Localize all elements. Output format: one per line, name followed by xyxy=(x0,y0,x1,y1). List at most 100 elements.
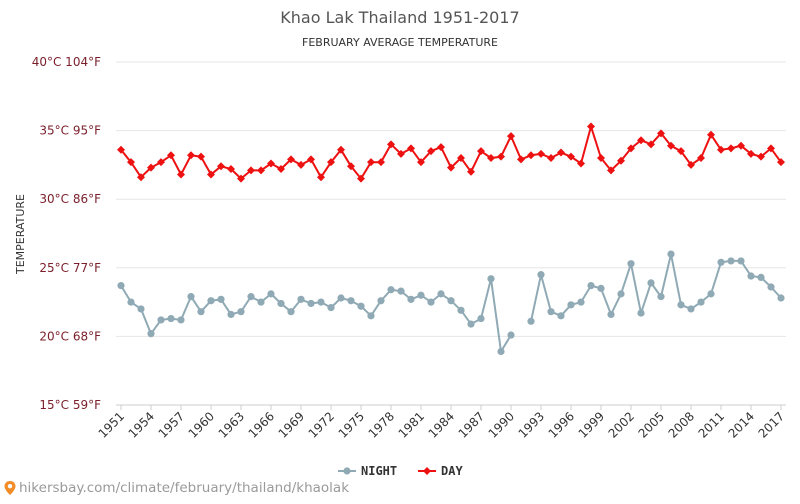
chart-subtitle: FEBRUARY AVERAGE TEMPERATURE xyxy=(302,36,498,49)
chart-title: Khao Lak Thailand 1951-2017 xyxy=(280,8,519,27)
data-point-night xyxy=(557,312,565,320)
data-point-day xyxy=(377,158,385,167)
y-tick-label: 25°C 77°F xyxy=(39,261,101,275)
data-point-night xyxy=(597,284,605,292)
data-point-night xyxy=(477,314,485,323)
data-point-day xyxy=(687,160,695,169)
data-point-night xyxy=(147,330,155,338)
data-point-day xyxy=(217,162,225,171)
data-point-day xyxy=(357,174,365,183)
data-point-day xyxy=(247,166,255,175)
data-point-day xyxy=(567,152,575,161)
data-point-day xyxy=(517,155,525,164)
data-point-day xyxy=(137,173,145,182)
legend-item-night[interactable]: NIGHT xyxy=(338,464,397,478)
x-tick-label: 2005 xyxy=(636,409,667,440)
data-point-night xyxy=(747,272,755,280)
data-point-day xyxy=(237,174,245,183)
data-point-day xyxy=(777,158,785,167)
data-point-night xyxy=(247,293,255,301)
data-point-night xyxy=(357,302,365,310)
data-point-day xyxy=(297,160,305,169)
data-point-night xyxy=(547,308,555,316)
y-tick-label: 20°C 68°F xyxy=(39,329,101,343)
data-point-night xyxy=(277,299,285,308)
legend-marker-night xyxy=(343,467,351,475)
x-tick-label: 2002 xyxy=(606,409,637,440)
x-tick-label: 1963 xyxy=(216,409,247,440)
x-tick-label: 1972 xyxy=(306,409,337,440)
data-point-night xyxy=(757,273,765,282)
data-point-day xyxy=(587,122,595,131)
data-point-night xyxy=(497,347,505,356)
data-point-night xyxy=(447,297,455,305)
data-point-day xyxy=(177,170,185,179)
x-tick-label: 1981 xyxy=(396,409,427,440)
data-point-day xyxy=(767,144,775,153)
data-point-night xyxy=(317,298,325,306)
y-axis-ticks: 15°C 59°F 20°C 68°F 25°C 77°F 30°C 86°F 35°C… xyxy=(32,55,101,412)
source-text[interactable]: hikersbay.com/climate/february/thailand/… xyxy=(19,480,350,496)
x-tick-label: 1966 xyxy=(246,409,277,440)
data-point-day xyxy=(277,165,285,174)
data-point-day xyxy=(387,140,395,149)
data-point-day xyxy=(507,132,515,141)
data-point-day xyxy=(437,143,445,152)
data-point-night xyxy=(577,298,585,306)
legend-label-night: NIGHT xyxy=(361,464,397,478)
data-point-night xyxy=(527,317,535,325)
y-tick-label: 35°C 95°F xyxy=(39,124,101,138)
x-tick-label: 1975 xyxy=(336,409,367,440)
data-point-night xyxy=(137,305,145,313)
data-point-night xyxy=(437,290,445,298)
data-point-day xyxy=(757,152,765,161)
legend-label-day: DAY xyxy=(441,464,463,478)
data-point-day xyxy=(717,145,725,154)
x-tick-label: 1969 xyxy=(276,409,307,440)
data-point-day xyxy=(417,158,425,167)
data-point-night xyxy=(237,308,245,316)
data-point-day xyxy=(347,162,355,171)
data-point-night xyxy=(677,301,685,309)
data-point-day xyxy=(537,149,545,158)
data-point-night xyxy=(647,279,655,287)
x-tick-label: 1957 xyxy=(156,409,187,440)
series-line-night xyxy=(120,277,512,353)
data-point-day xyxy=(617,156,625,165)
data-point-night xyxy=(217,295,225,303)
data-point-day xyxy=(427,147,435,156)
data-point-night xyxy=(127,298,135,306)
data-point-day xyxy=(607,166,615,175)
data-point-night xyxy=(187,293,195,301)
data-point-day xyxy=(207,170,215,179)
legend-item-day[interactable]: DAY xyxy=(418,464,463,478)
data-point-night xyxy=(177,316,185,324)
source-link[interactable]: hikersbay.com/climate/february/thailand/… xyxy=(4,480,349,496)
data-point-day xyxy=(657,129,665,138)
x-tick-label: 1987 xyxy=(456,409,487,440)
data-point-night xyxy=(687,305,695,313)
data-point-day xyxy=(407,144,415,153)
data-point-night xyxy=(727,257,735,265)
data-point-day xyxy=(147,163,155,172)
data-point-night xyxy=(227,310,235,319)
x-tick-label: 2008 xyxy=(666,409,697,440)
y-axis-label: TEMPERATURE xyxy=(14,194,27,275)
data-point-day xyxy=(547,154,555,163)
data-point-night xyxy=(297,295,305,303)
x-axis-ticks: 1951195419571960196319661969197219751978… xyxy=(96,405,787,441)
data-point-day xyxy=(647,140,655,149)
x-tick-label: 1996 xyxy=(546,409,577,440)
y-tick-label: 40°C 104°F xyxy=(32,55,101,69)
series-lines xyxy=(117,122,785,356)
legend-marker-day xyxy=(423,467,431,475)
data-point-night xyxy=(417,291,425,299)
data-point-night xyxy=(567,301,575,309)
legend[interactable]: NIGHT DAY xyxy=(338,464,463,478)
data-point-day xyxy=(307,155,315,164)
data-point-night xyxy=(457,306,465,314)
data-point-day xyxy=(397,149,405,158)
x-tick-label: 1984 xyxy=(426,409,457,440)
data-point-night xyxy=(377,297,385,305)
